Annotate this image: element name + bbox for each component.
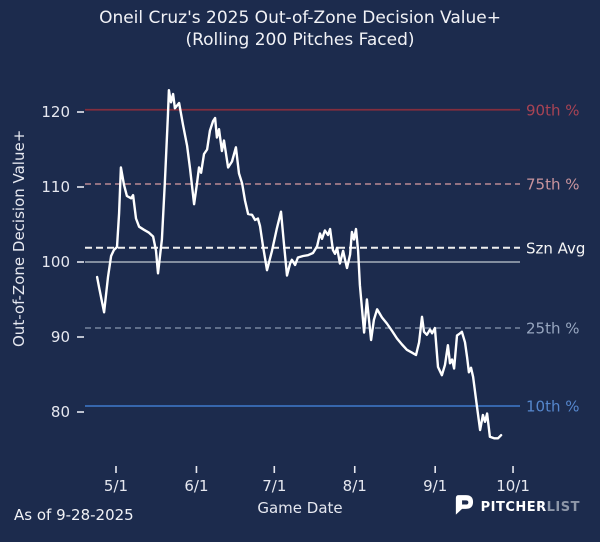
pitcherlist-logo: PITCHERLIST	[453, 494, 580, 521]
x-tick-label: 5/1	[104, 477, 128, 495]
ref-line-label-75th-pct: 75th %	[526, 176, 580, 194]
x-tick-label: 7/1	[262, 477, 286, 495]
ref-line-label-25th-pct: 25th %	[526, 320, 580, 338]
y-axis-label: Out-of-Zone Decision Value+	[10, 130, 28, 347]
x-tick-label: 8/1	[343, 477, 367, 495]
as-of-date-label: As of 9-28-2025	[14, 506, 134, 524]
y-tick-label: 120	[41, 103, 70, 121]
chart-title: Oneil Cruz's 2025 Out-of-Zone Decision V…	[0, 7, 600, 51]
pitcherlist-p-icon	[453, 494, 474, 521]
y-tick-label: 100	[41, 253, 70, 271]
chart-title-line2: (Rolling 200 Pitches Faced)	[185, 30, 415, 50]
ref-line-label-10th-pct: 10th %	[526, 398, 580, 416]
ref-line-label-90th-pct: 90th %	[526, 101, 580, 119]
x-tick-label: 10/1	[496, 477, 530, 495]
x-tick-label: 9/1	[423, 477, 447, 495]
y-tick-label: 110	[41, 178, 70, 196]
chart-title-line1: Oneil Cruz's 2025 Out-of-Zone Decision V…	[99, 8, 501, 28]
series-line-rolling-ooz-decision-value	[95, 88, 503, 440]
ref-line-label-szn-avg: Szn Avg	[526, 239, 585, 257]
y-tick-label: 90	[51, 328, 70, 346]
y-tick-label: 80	[51, 403, 70, 421]
x-axis-label: Game Date	[257, 499, 342, 517]
pitcherlist-wordmark: PITCHERLIST	[481, 500, 580, 515]
pitcherlist-wordmark-light: LIST	[546, 500, 580, 515]
x-tick-label: 6/1	[184, 477, 208, 495]
pitcherlist-wordmark-bold: PITCHER	[480, 500, 547, 515]
